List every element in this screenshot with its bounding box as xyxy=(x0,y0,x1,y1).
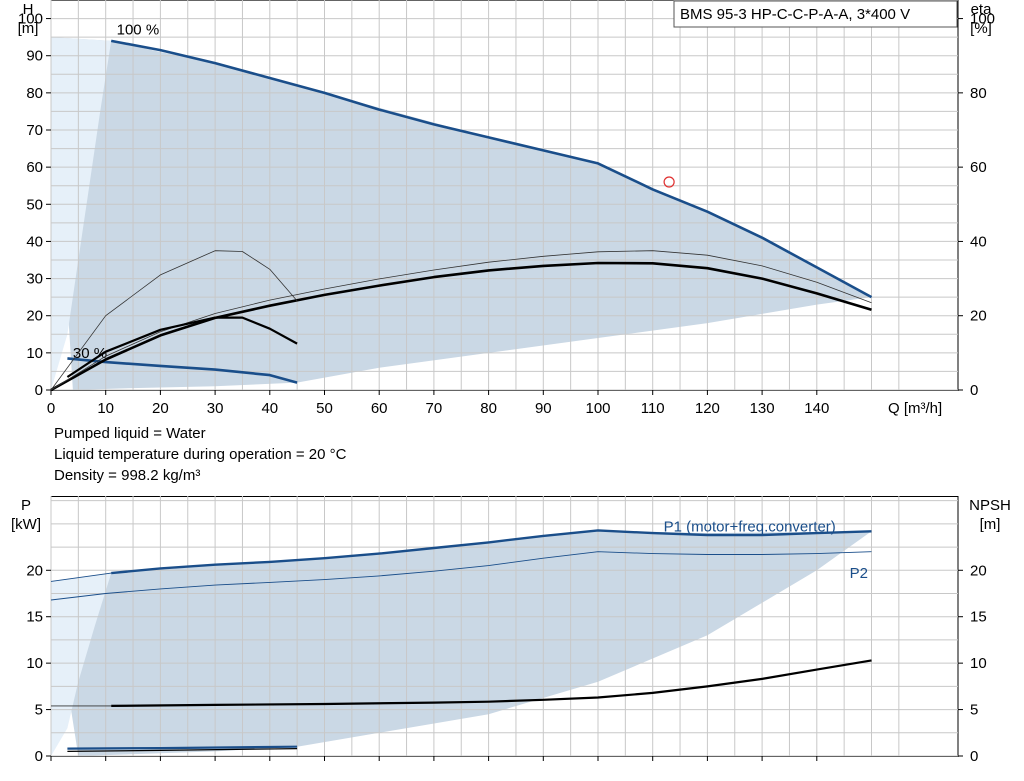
x-tick-label: 140 xyxy=(804,400,829,417)
y-tick-label: 0 xyxy=(35,748,43,765)
y-tick-label: 50 xyxy=(26,196,43,213)
y-tick-label: 0 xyxy=(35,382,43,399)
y-tick-label: 10 xyxy=(26,345,43,362)
series-line-npsh xyxy=(111,659,872,707)
y2-tick-label: 40 xyxy=(970,233,987,250)
power-npsh-chart: 0 5 10 15 20 0 5 10 15 20 P [kW] NPSH [m] P1 (motor+fr… xyxy=(11,496,1011,765)
liquid-temperature-text: Liquid temperature during operation = 20… xyxy=(54,446,347,463)
y-tick-label: 30 xyxy=(26,271,43,288)
y2-tick-label: 20 xyxy=(970,308,987,325)
series-line-head xyxy=(110,39,873,299)
series-line-eta_min xyxy=(66,316,298,378)
y-tick-label: 15 xyxy=(26,609,43,626)
x-tick-label: 90 xyxy=(535,400,552,417)
pump-model-label: BMS 95-3 HP-C-C-P-A-A, 3*400 V xyxy=(680,6,910,23)
x-tick-label: 120 xyxy=(695,400,720,417)
series-line-p2 xyxy=(50,551,872,601)
y-tick-label: 70 xyxy=(26,122,43,139)
x-tick-label: 70 xyxy=(426,400,443,417)
minimum-speed-area xyxy=(51,573,112,756)
duty-point-marker xyxy=(663,176,675,188)
y2-tick-label: 60 xyxy=(970,159,987,176)
series-line-eta_min_thin xyxy=(50,250,298,391)
series-line-eta_full xyxy=(50,261,872,392)
pumped-liquid-text: Pumped liquid = Water xyxy=(54,425,206,442)
y2-tick-label: 0 xyxy=(970,748,978,765)
model-label-box: BMS 95-3 HP-C-C-P-A-A, 3*400 V xyxy=(673,0,958,28)
y2-tick-label: 5 xyxy=(970,702,978,719)
y-axis-title: P xyxy=(21,497,31,514)
series-line-p1 xyxy=(111,529,872,575)
y2-axis-title: eta xyxy=(971,1,993,18)
series-line-p_min xyxy=(67,745,298,750)
y-tick-label: 20 xyxy=(26,562,43,579)
y2-axis-title: [m] xyxy=(980,516,1001,533)
x-tick-label: 20 xyxy=(152,400,169,417)
y2-tick-label: 10 xyxy=(970,655,987,672)
y2-tick-label: 80 xyxy=(970,85,987,102)
x-tick-label: 50 xyxy=(316,400,333,417)
x-tick-label: 100 xyxy=(585,400,610,417)
series-label: P1 (motor+freq.converter) xyxy=(664,519,836,536)
x-tick-label: 40 xyxy=(261,400,278,417)
y-tick-label: 10 xyxy=(26,655,43,672)
y-tick-label: 20 xyxy=(26,308,43,325)
x-tick-label: 0 xyxy=(47,400,55,417)
y-tick-label: 5 xyxy=(35,702,43,719)
series-line-p1_thin xyxy=(50,572,112,582)
x-tick-label: 80 xyxy=(480,400,497,417)
y-tick-label: 100 xyxy=(18,11,43,28)
series-line-p_min2 xyxy=(67,748,298,752)
x-tick-label: 30 xyxy=(207,400,224,417)
x-tick-label: 10 xyxy=(97,400,114,417)
y2-axis-title: [%] xyxy=(970,20,992,37)
y2-tick-label: 15 xyxy=(970,609,987,626)
density-text: Density = 998.2 kg/m³ xyxy=(54,467,201,484)
y2-tick-label: 20 xyxy=(970,562,987,579)
x-axis-title: Q [m³/h] xyxy=(888,400,942,417)
x-tick-label: 110 xyxy=(641,400,665,417)
liquid-info: Pumped liquid = Water Liquid temperature… xyxy=(54,423,346,486)
y-tick-label: 40 xyxy=(26,233,43,250)
x-tick-label: 60 xyxy=(371,400,388,417)
y-axis-title: [kW] xyxy=(11,516,41,533)
y2-axis-title: NPSH xyxy=(969,497,1011,514)
minimum-speed-area xyxy=(51,37,112,390)
y2-tick-label: 0 xyxy=(970,382,978,399)
y2-tick-label: 100 xyxy=(970,11,995,28)
x-tick-label: 130 xyxy=(750,400,775,417)
y-axis-title: [m] xyxy=(18,20,39,37)
y-tick-label: 90 xyxy=(26,48,43,65)
y-tick-label: 60 xyxy=(26,159,43,176)
y-tick-label: 80 xyxy=(26,85,43,102)
series-label: 100 % xyxy=(117,22,160,39)
head-chart: 0 10 20 30 40 50 60 70 80 90 100 0 20 40 60 80 100 0 10 20 3… xyxy=(18,0,995,417)
series-label: P2 xyxy=(850,565,868,582)
y-axis-title: H xyxy=(23,1,34,18)
series-line-head xyxy=(67,357,298,384)
